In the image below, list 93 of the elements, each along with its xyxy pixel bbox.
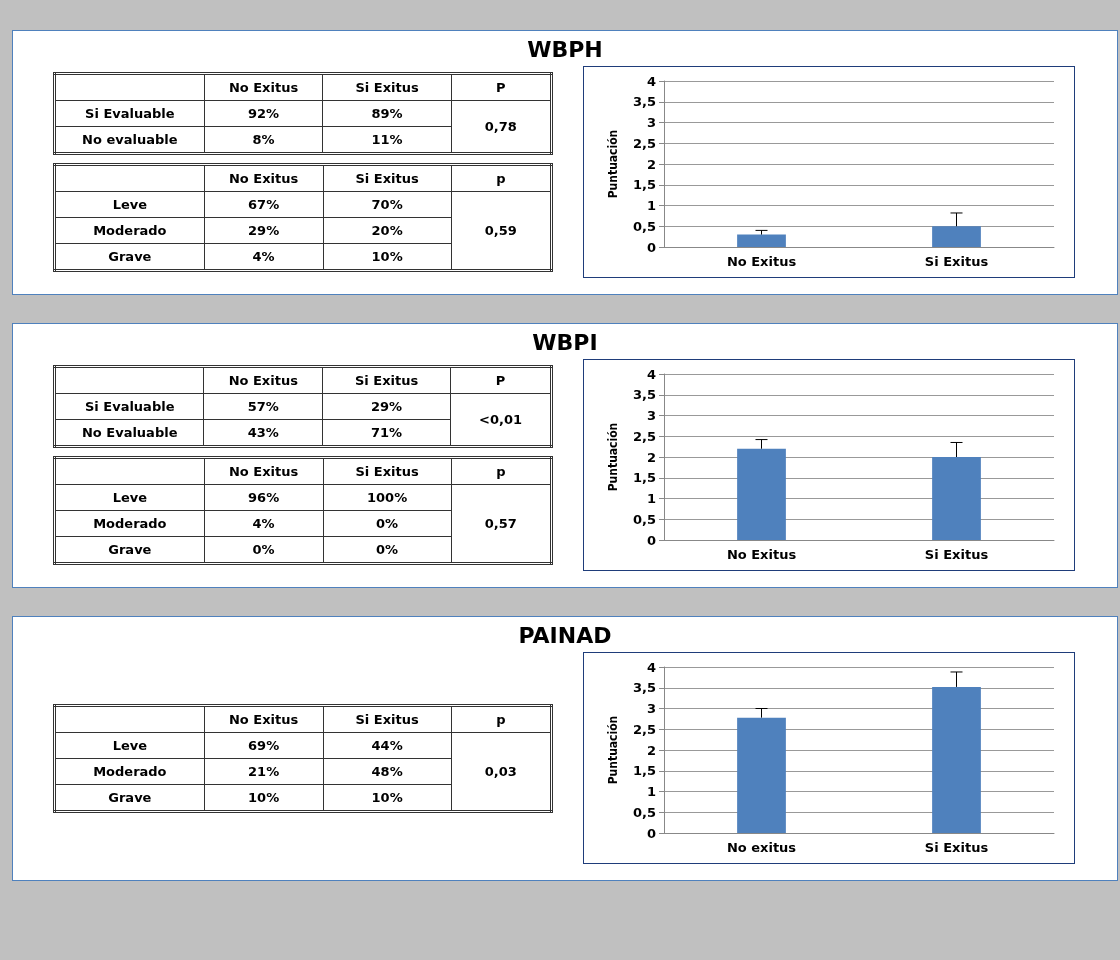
y-tick-label: 0 — [646, 239, 656, 255]
text: 10% — [248, 789, 280, 805]
category-label: p — [451, 457, 552, 485]
y-tick-label: 2,5 — [632, 721, 656, 737]
y-tick-label: 2,5 — [632, 135, 656, 151]
y-tick-label: 1,5 — [632, 470, 656, 486]
category-label: Si Exitus — [323, 457, 452, 485]
text: 21% — [248, 763, 280, 779]
text: 48% — [371, 763, 403, 779]
category-label: Leve — [112, 490, 148, 505]
y-tick-label: 4 — [646, 659, 656, 675]
category-label: Grave — [108, 789, 152, 805]
category-label: No Exitus — [204, 164, 324, 192]
text: 67% — [248, 197, 280, 212]
y-tick-label: 1 — [646, 198, 656, 213]
x-tick-label: No exitus — [726, 840, 797, 855]
text: 44% — [371, 737, 403, 753]
category-label: Si Exitus — [323, 705, 452, 732]
text: 0,57 — [484, 516, 517, 531]
text: 29% — [248, 223, 280, 238]
category-label: Moderado — [93, 763, 167, 779]
category-label: No Exitus — [204, 457, 324, 485]
text: 10% — [371, 249, 403, 264]
y-tick-label: 1,5 — [632, 177, 656, 193]
text: 43% — [247, 425, 279, 440]
y-tick-label: 0,5 — [632, 218, 656, 234]
y-tick-label: 3,5 — [632, 94, 656, 110]
category-label: p — [451, 705, 552, 732]
y-tick-label: 2 — [646, 742, 656, 758]
category-label: Si Exitus — [322, 73, 452, 101]
text: 96% — [248, 490, 280, 505]
y-tick-label: 0,5 — [632, 804, 656, 820]
text: 92% — [247, 106, 280, 121]
category-label: P — [450, 366, 552, 394]
category-label: p — [451, 164, 552, 192]
y-tick-label: 3 — [646, 701, 656, 716]
y-tick-label: 3,5 — [632, 387, 656, 403]
y-axis-title: Puntuación — [606, 422, 620, 492]
text: 29% — [371, 399, 403, 414]
category-label: No evaluable — [82, 132, 178, 147]
category-label: Si Evaluable — [85, 106, 175, 121]
category-label: P — [451, 73, 552, 101]
text: 57% — [247, 399, 279, 414]
text: 20% — [371, 223, 403, 238]
text: WBPH — [526, 36, 604, 64]
category-label: Leve — [112, 197, 148, 212]
text: 8% — [252, 132, 275, 147]
y-tick-label: 3 — [646, 408, 656, 423]
text: PAINAD — [517, 622, 613, 650]
y-axis-title: Puntuación — [606, 715, 620, 785]
y-tick-label: 3,5 — [632, 680, 656, 696]
category-label: No Evaluable — [81, 425, 178, 440]
text: 0,78 — [484, 119, 517, 134]
text: 71% — [371, 425, 403, 440]
text: 0% — [376, 542, 399, 557]
text: 0,03 — [484, 763, 517, 779]
y-tick-label: 1 — [646, 784, 656, 799]
text: <0,01 — [479, 412, 523, 427]
y-axis-title: Puntuación — [606, 129, 620, 199]
category-label: Si Exitus — [323, 164, 452, 192]
y-tick-label: 0 — [646, 532, 656, 548]
category-label: No Exitus — [203, 366, 323, 394]
text: 0% — [376, 516, 399, 531]
text: 69% — [248, 737, 280, 753]
text: 70% — [371, 197, 403, 212]
category-label: Grave — [108, 542, 152, 557]
y-tick-label: 2 — [646, 449, 656, 465]
text: 4% — [252, 249, 275, 264]
y-tick-label: 2 — [646, 156, 656, 172]
text: 0,59 — [484, 223, 517, 238]
y-tick-label: 0,5 — [632, 511, 656, 527]
category-label: Moderado — [93, 223, 167, 238]
y-tick-label: 3 — [646, 115, 656, 130]
y-tick-label: 4 — [646, 366, 656, 382]
text: 10% — [371, 789, 403, 805]
category-label: No Exitus — [204, 705, 324, 732]
text: 4% — [252, 516, 275, 531]
y-tick-label: 1 — [646, 491, 656, 506]
y-tick-label: 1,5 — [632, 763, 656, 779]
category-label: Grave — [108, 249, 152, 264]
y-tick-label: 4 — [646, 73, 656, 89]
text: 89% — [371, 106, 403, 121]
category-label: Si Exitus — [322, 366, 451, 394]
text: 11% — [371, 132, 403, 147]
category-label: Leve — [112, 737, 148, 753]
y-tick-label: 0 — [646, 825, 656, 841]
text: 100% — [367, 490, 408, 505]
category-label: Si Evaluable — [84, 399, 175, 414]
category-label: No Exitus — [204, 73, 323, 101]
text: 0% — [252, 542, 275, 557]
category-label: Moderado — [93, 516, 167, 531]
y-tick-label: 2,5 — [632, 428, 656, 444]
text: WBPI — [531, 329, 599, 357]
